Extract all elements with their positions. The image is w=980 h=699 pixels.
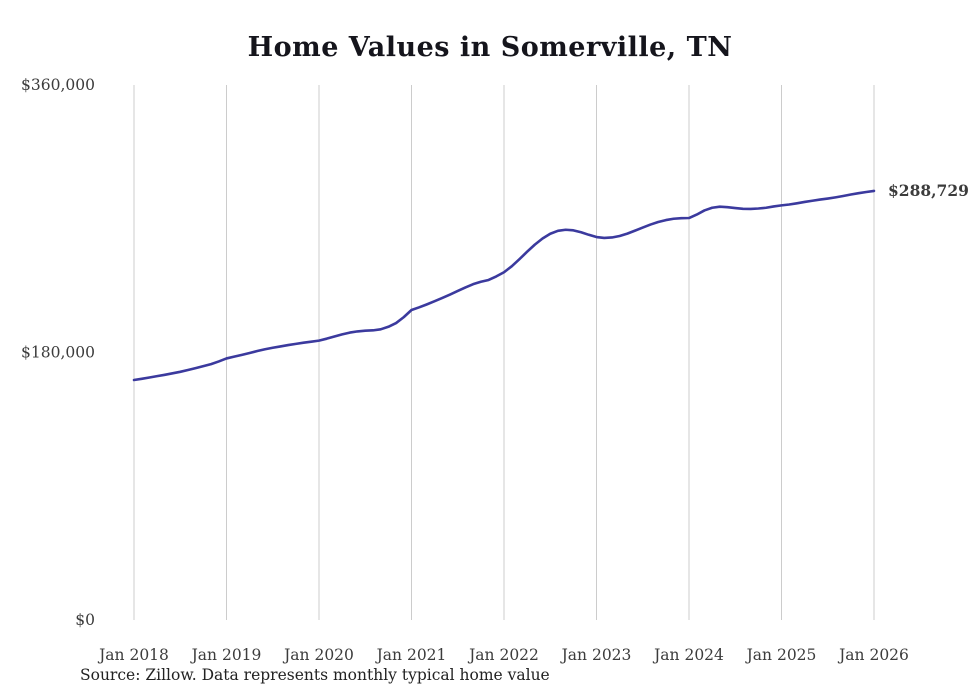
source-note: Source: Zillow. Data represents monthly … [80, 666, 550, 684]
current-value-label: $288,729 [888, 181, 969, 200]
x-axis-label: Jan 2018 [97, 646, 169, 664]
x-axis-label: Jan 2023 [560, 646, 632, 664]
x-axis-label: Jan 2022 [467, 646, 539, 664]
x-axis-label: Jan 2021 [375, 646, 447, 664]
x-axis-label: Jan 2019 [190, 646, 262, 664]
x-axis-label: Jan 2020 [282, 646, 354, 664]
x-axis-label: Jan 2026 [837, 646, 909, 664]
x-axis-label: Jan 2025 [745, 646, 817, 664]
y-axis-label: $180,000 [21, 344, 95, 362]
x-axis-label: Jan 2024 [652, 646, 724, 664]
chart-title: Home Values in Somerville, TN [247, 32, 733, 63]
y-axis-label: $0 [75, 611, 95, 629]
value-line [132, 189, 876, 382]
y-axis-label: $360,000 [21, 76, 95, 94]
